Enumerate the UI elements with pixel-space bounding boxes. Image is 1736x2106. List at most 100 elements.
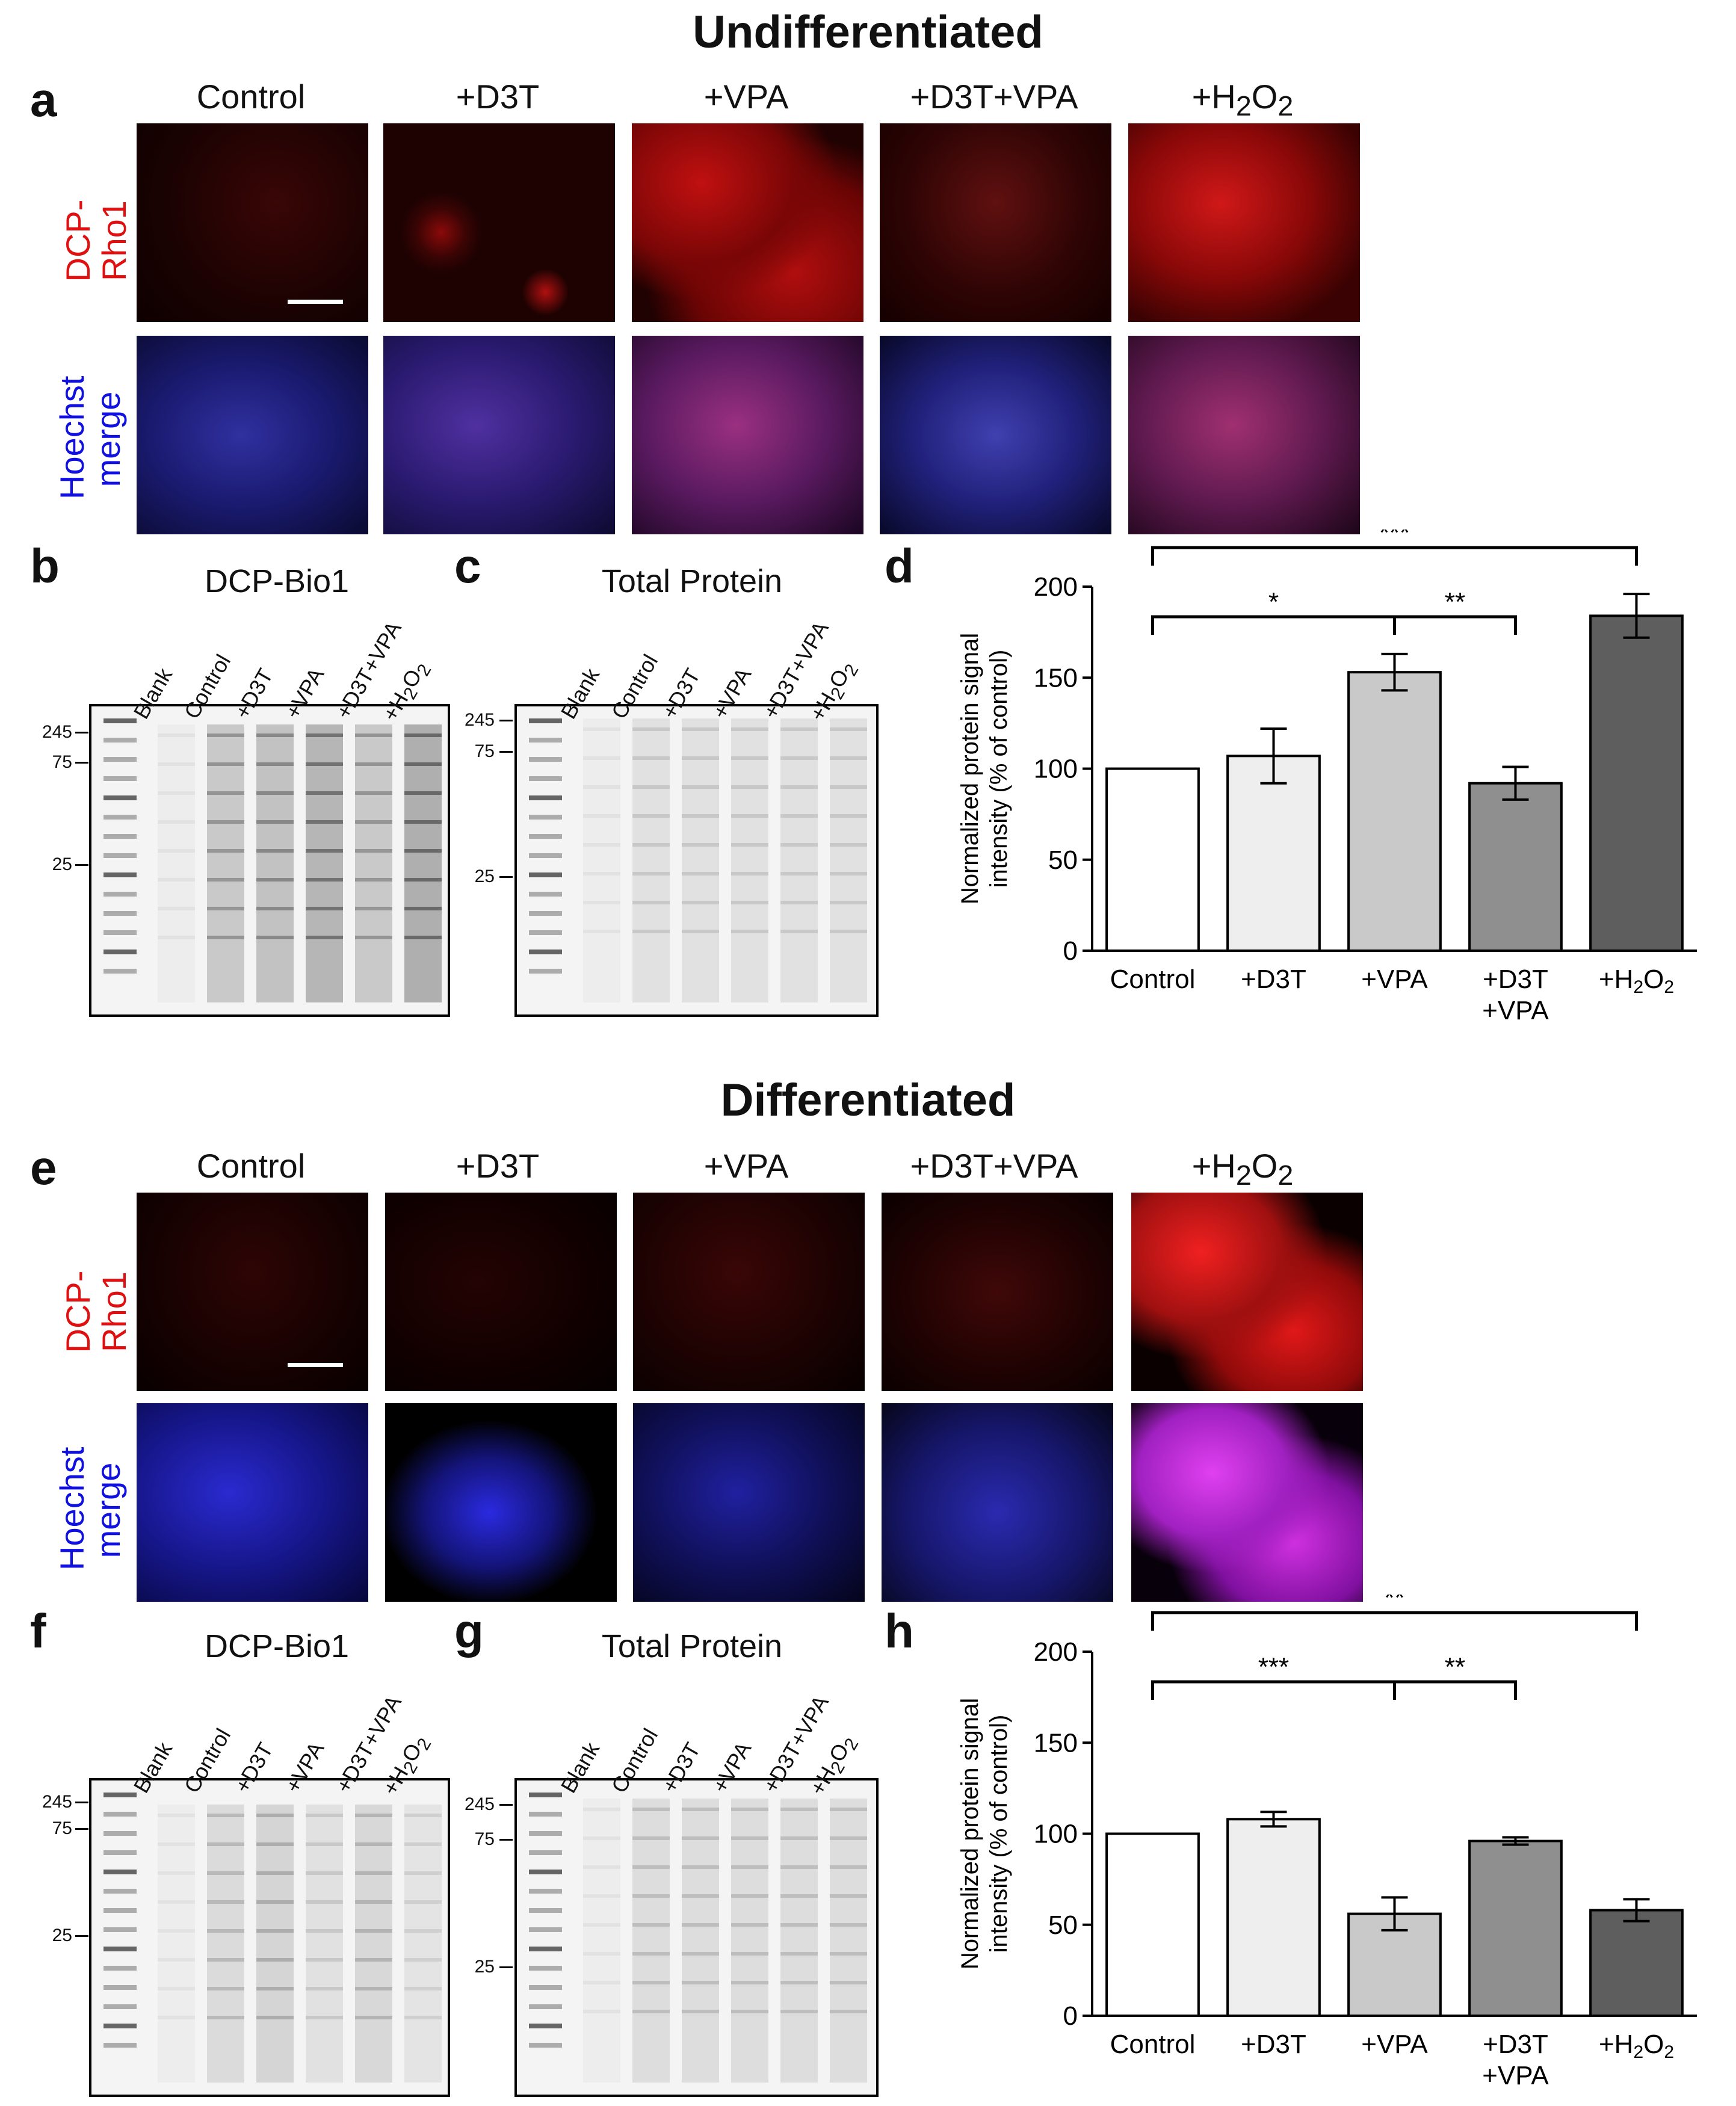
blot-lane <box>682 1799 719 2083</box>
row-label-hoechst-merge-diff: Hoechst merge <box>53 1447 127 1570</box>
blot-band <box>632 785 670 789</box>
blot-band <box>158 820 195 824</box>
blot-band <box>355 1987 392 1990</box>
blot-band <box>256 1929 294 1933</box>
blot-band <box>632 1836 670 1840</box>
micrograph-diff-vpa-merge <box>633 1403 865 1602</box>
significance-label: ** <box>1445 1652 1465 1682</box>
blot-band <box>207 1871 244 1875</box>
y-tick-label: 150 <box>1034 663 1078 693</box>
mw-245-g: 245 <box>464 1794 495 1814</box>
blot-band <box>632 872 670 875</box>
blot-band <box>306 878 343 882</box>
blot-lane <box>256 724 294 1002</box>
ladder-band <box>103 738 137 743</box>
blot-band <box>306 1987 343 1990</box>
blot-band <box>682 843 719 847</box>
western-blot-c <box>514 704 879 1017</box>
ladder-band <box>529 911 562 916</box>
blot-band <box>780 901 818 904</box>
blot-band <box>731 872 768 875</box>
blot-band <box>404 820 442 824</box>
blot-band <box>731 1981 768 1984</box>
blot-band <box>158 1958 195 1962</box>
blot-band <box>207 936 244 939</box>
blot-band <box>731 727 768 731</box>
col-label-d3t: +D3T <box>456 78 540 116</box>
section-title-undifferentiated: Undifferentiated <box>693 7 1043 58</box>
micrograph-diff-d3t-vpa-merge <box>882 1403 1113 1602</box>
blot-band <box>256 1871 294 1875</box>
ladder-band <box>103 795 137 800</box>
blot-band <box>830 727 867 731</box>
blot-band <box>355 791 392 795</box>
x-tick-label: Control <box>1110 965 1196 994</box>
y-tick-label: 100 <box>1034 755 1078 784</box>
panel-letter-h: h <box>885 1604 914 1658</box>
blot-band <box>256 791 294 795</box>
ladder-band <box>103 1870 137 1874</box>
mw-25-g: 25 <box>474 1957 495 1977</box>
y-tick-label: 200 <box>1034 572 1078 602</box>
panel-letter-e: e <box>30 1141 57 1194</box>
ladder-band <box>529 1947 562 1951</box>
blot-band <box>780 1952 818 1956</box>
blot-band <box>158 1900 195 1904</box>
panel-letter-c: c <box>454 539 481 593</box>
blot-band <box>583 1865 620 1869</box>
panel-letter-g: g <box>454 1604 484 1658</box>
blot-band <box>306 1842 343 1846</box>
blot-band <box>682 785 719 789</box>
blot-band <box>731 1894 768 1898</box>
blot-band <box>158 1871 195 1875</box>
blot-band <box>632 843 670 847</box>
section-title-differentiated: Differentiated <box>720 1075 1016 1126</box>
mw-tick <box>75 732 88 733</box>
blot-band <box>583 930 620 933</box>
ladder-band <box>103 757 137 762</box>
blot-band <box>632 901 670 904</box>
mw-tick <box>75 762 88 764</box>
ladder-band <box>529 950 562 954</box>
micrograph-undiff-control-merge <box>137 336 368 534</box>
blot-lane <box>682 718 719 1002</box>
blot-band <box>256 1987 294 1990</box>
y-tick-label: 200 <box>1034 1637 1078 1667</box>
western-blot-b <box>89 704 450 1017</box>
blot-band <box>306 1958 343 1962</box>
blot-band <box>306 1929 343 1933</box>
blot-band <box>682 1981 719 1984</box>
blot-band <box>682 1836 719 1840</box>
blot-band <box>306 1871 343 1875</box>
blot-bands <box>103 718 442 1002</box>
blot-band <box>158 907 195 910</box>
col-label-vpa-diff: +VPA <box>703 1147 789 1185</box>
blot-band <box>207 1987 244 1990</box>
blot-lane <box>404 1805 442 2083</box>
mw-75-f: 75 <box>52 1818 72 1838</box>
blot-band <box>682 727 719 731</box>
blot-band <box>583 872 620 875</box>
blot-band <box>731 1952 768 1956</box>
blot-band <box>404 1987 442 1990</box>
mw-tick <box>499 1839 513 1841</box>
col-label-control: Control <box>196 78 306 116</box>
blot-lane <box>158 1805 195 2083</box>
micrograph-undiff-control-rho <box>137 123 368 322</box>
blot-band <box>731 2010 768 2013</box>
x-tick-label: +D3T +VPA <box>1482 965 1549 1025</box>
significance-label: ** <box>1384 1595 1404 1613</box>
blot-lane <box>731 718 768 1002</box>
blot-lane <box>780 718 818 1002</box>
ladder-band <box>529 2043 562 2048</box>
ladder-band <box>103 1831 137 1836</box>
row-label-dcp-rho1: DCP-Rho1 <box>59 199 133 282</box>
blot-band <box>830 1894 867 1898</box>
x-tick-label: +H2O2 <box>1599 965 1674 997</box>
y-tick-label: 0 <box>1063 936 1078 966</box>
bar-chart-h: 0 50 100 150 200 Normalized protein signal int… <box>957 1595 1697 2090</box>
mw-245-f: 245 <box>42 1792 72 1812</box>
blot-band <box>256 1958 294 1962</box>
blot-bands <box>529 1793 867 2083</box>
row-label-line1: Hoechst <box>53 375 91 499</box>
